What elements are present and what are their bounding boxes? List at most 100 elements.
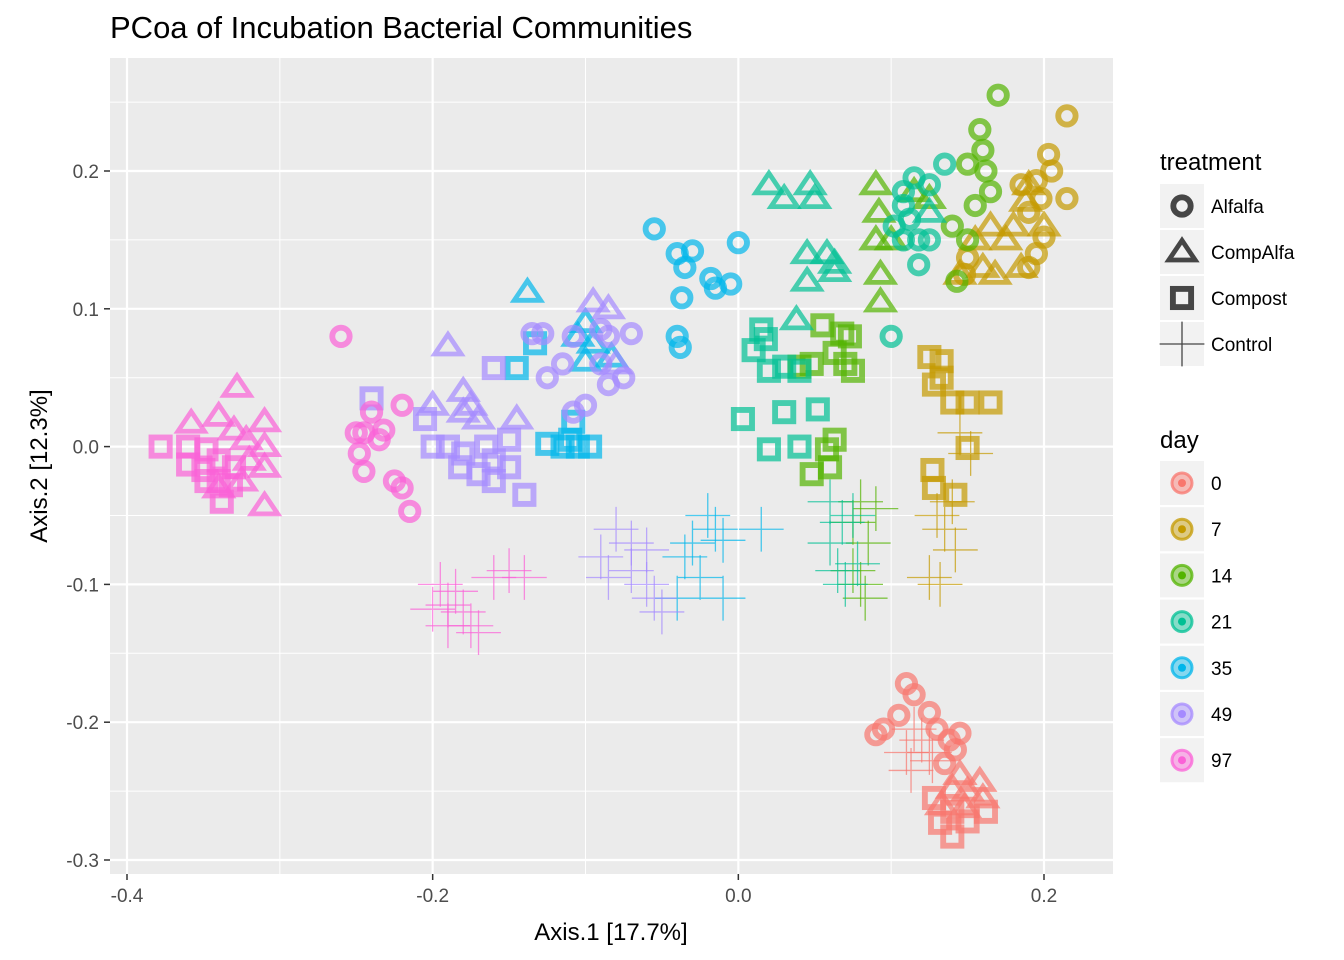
data-point — [974, 159, 998, 183]
legend-key-dot-center — [1178, 756, 1186, 765]
data-point — [501, 555, 547, 600]
data-point — [835, 541, 880, 587]
data-point — [937, 410, 983, 456]
data-point — [201, 400, 237, 427]
data-point — [815, 548, 861, 594]
data-point — [700, 517, 746, 563]
data-point — [561, 324, 585, 348]
data-point — [977, 258, 1013, 285]
data-point — [677, 555, 723, 600]
legend-day-label: 21 — [1211, 613, 1232, 634]
data-point — [668, 335, 692, 360]
data-point — [573, 393, 598, 417]
legend-key-circle-icon — [1170, 194, 1194, 218]
data-point — [807, 520, 853, 566]
x-tick-label: -0.2 — [416, 886, 449, 907]
data-point — [910, 738, 955, 784]
data-point — [741, 338, 766, 363]
x-tick-label: -0.4 — [111, 886, 144, 907]
data-point — [891, 180, 916, 204]
data-point — [246, 405, 283, 433]
data-point — [819, 499, 865, 545]
data-point — [216, 414, 252, 441]
data-point — [448, 603, 494, 649]
data-point — [772, 400, 797, 425]
data-point — [921, 475, 946, 500]
data-point — [945, 269, 969, 293]
data-point — [914, 493, 960, 538]
data-point — [766, 182, 802, 209]
data-point — [840, 358, 865, 383]
data-point — [751, 168, 787, 196]
data-point — [497, 427, 522, 452]
data-point — [726, 231, 750, 255]
data-point — [246, 489, 283, 517]
data-point — [390, 393, 414, 417]
data-point — [943, 738, 967, 762]
data-point — [955, 228, 980, 252]
data-point — [807, 479, 853, 525]
y-tick-label: -0.3 — [66, 851, 99, 872]
data-point — [347, 441, 371, 466]
legend-day-title: day — [1160, 427, 1199, 454]
data-point — [1040, 159, 1064, 183]
legend-key-dot-center — [1178, 663, 1186, 672]
legend-day-label: 35 — [1211, 659, 1232, 680]
data-point — [1017, 200, 1041, 224]
data-point — [756, 437, 781, 462]
data-point — [246, 451, 283, 478]
data-point — [194, 469, 219, 494]
legend-treatment-label: CompAlfa — [1211, 243, 1295, 264]
data-point — [978, 180, 1003, 204]
data-point — [853, 486, 899, 532]
data-point — [535, 366, 559, 390]
data-point — [921, 372, 946, 397]
data-point — [891, 706, 937, 752]
legend-day-label: 49 — [1211, 705, 1232, 726]
data-point — [430, 330, 466, 357]
data-point — [955, 435, 980, 461]
legend-day-label: 14 — [1211, 566, 1233, 587]
data-point — [359, 400, 384, 424]
data-point — [933, 751, 957, 776]
data-point — [693, 506, 738, 552]
data-point — [973, 799, 998, 824]
legend-key-dot-center — [1178, 525, 1186, 534]
legend-key-dot-center — [1178, 479, 1186, 487]
legend-day-label: 97 — [1211, 751, 1232, 772]
legend-day: day 0 7 14 21 35 49 97 — [1160, 427, 1233, 783]
data-point — [670, 286, 694, 310]
data-point — [619, 321, 643, 346]
legend-treatment-label: Alfalfa — [1211, 197, 1264, 218]
data-point — [789, 237, 825, 265]
data-point — [928, 810, 953, 835]
data-point — [955, 390, 980, 415]
data-point — [940, 214, 964, 238]
legend-treatment-label: Control — [1211, 335, 1272, 356]
data-point — [888, 748, 934, 793]
legend-key-triangle-icon — [1164, 236, 1200, 263]
data-point — [864, 722, 888, 747]
data-point — [907, 253, 931, 277]
data-point — [837, 324, 862, 349]
data-point — [624, 562, 670, 607]
data-point — [509, 276, 546, 303]
legend-key-cross-icon — [1159, 321, 1205, 367]
data-point — [787, 434, 812, 459]
data-point — [1055, 186, 1079, 211]
data-point — [917, 344, 942, 370]
legend-key-bg — [1160, 184, 1204, 228]
data-point — [965, 251, 1001, 278]
data-point — [968, 118, 992, 142]
data-point — [978, 390, 1003, 415]
data-point — [451, 441, 476, 466]
data-point — [861, 196, 897, 223]
data-point — [917, 173, 941, 197]
data-point — [911, 182, 948, 209]
data-point — [433, 568, 478, 614]
data-point — [412, 407, 438, 432]
data-point — [917, 562, 963, 607]
data-point — [398, 499, 422, 523]
data-point — [730, 407, 755, 432]
